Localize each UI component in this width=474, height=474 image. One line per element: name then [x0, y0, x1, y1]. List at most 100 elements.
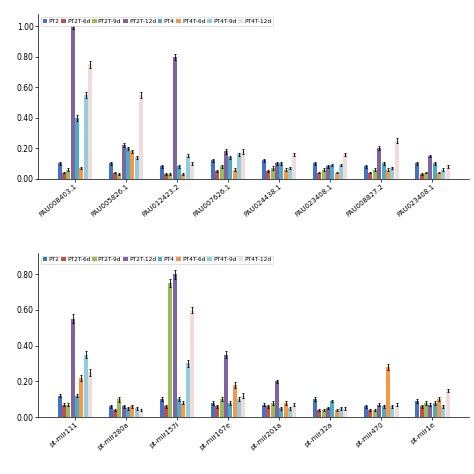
Bar — [424, 403, 428, 417]
Bar — [113, 173, 117, 179]
Bar — [173, 274, 177, 417]
Bar — [126, 408, 130, 417]
Bar — [122, 145, 126, 179]
Bar — [279, 408, 283, 417]
Bar — [339, 165, 343, 179]
Legend: PT2, PT2T-6d, PT2T-9d, PT2T-12d, PT4, PT4T-6d, PT4T-9d, PT4T-12d: PT2, PT2T-6d, PT2T-9d, PT2T-12d, PT4, PT… — [41, 255, 273, 264]
Bar — [215, 406, 219, 417]
Bar — [266, 406, 270, 417]
Bar — [160, 399, 164, 417]
Bar — [283, 170, 288, 179]
Bar — [292, 405, 296, 417]
Bar — [190, 164, 194, 179]
Bar — [326, 166, 330, 179]
Bar — [57, 396, 62, 417]
Bar — [88, 373, 92, 417]
Bar — [275, 164, 279, 179]
Bar — [441, 170, 445, 179]
Bar — [215, 171, 219, 179]
Bar — [233, 385, 237, 417]
Bar — [377, 148, 381, 179]
Bar — [433, 164, 437, 179]
Bar — [364, 166, 368, 179]
Bar — [113, 410, 117, 417]
Bar — [419, 174, 424, 179]
Bar — [292, 155, 296, 179]
Bar — [83, 95, 88, 179]
Bar — [88, 64, 92, 179]
Bar — [364, 406, 368, 417]
Bar — [118, 174, 121, 179]
Bar — [433, 403, 437, 417]
Bar — [415, 164, 419, 179]
Bar — [186, 156, 190, 179]
Bar — [318, 173, 321, 179]
Bar — [177, 166, 181, 179]
Bar — [118, 399, 121, 417]
Bar — [382, 406, 385, 417]
Bar — [130, 406, 134, 417]
Bar — [415, 401, 419, 417]
Bar — [344, 408, 347, 417]
Bar — [344, 155, 347, 179]
Bar — [62, 173, 66, 179]
Bar — [219, 399, 224, 417]
Bar — [241, 396, 245, 417]
Bar — [237, 399, 241, 417]
Bar — [428, 156, 432, 179]
Bar — [288, 168, 292, 179]
Bar — [279, 164, 283, 179]
Bar — [394, 141, 399, 179]
Bar — [219, 166, 224, 179]
Bar — [122, 406, 126, 417]
Bar — [368, 173, 373, 179]
Bar — [390, 406, 394, 417]
Bar — [390, 168, 394, 179]
Bar — [224, 151, 228, 179]
Bar — [211, 403, 215, 417]
Bar — [66, 405, 70, 417]
Bar — [57, 164, 62, 179]
Bar — [275, 382, 279, 417]
Bar — [126, 148, 130, 179]
Bar — [271, 168, 274, 179]
Bar — [211, 160, 215, 179]
Bar — [160, 166, 164, 179]
Bar — [182, 174, 185, 179]
Bar — [186, 364, 190, 417]
Bar — [266, 171, 270, 179]
Bar — [75, 396, 79, 417]
Bar — [368, 410, 373, 417]
Bar — [71, 27, 74, 179]
Bar — [283, 403, 288, 417]
Bar — [262, 160, 266, 179]
Bar — [446, 390, 450, 417]
Bar — [326, 408, 330, 417]
Bar — [66, 170, 70, 179]
Bar — [130, 151, 134, 179]
Bar — [437, 173, 441, 179]
Bar — [386, 170, 390, 179]
Bar — [109, 406, 113, 417]
Bar — [335, 173, 339, 179]
Bar — [164, 406, 168, 417]
Bar — [322, 410, 326, 417]
Bar — [228, 403, 232, 417]
Bar — [139, 95, 143, 179]
Bar — [335, 410, 339, 417]
Bar — [318, 410, 321, 417]
Bar — [228, 157, 232, 179]
Bar — [313, 164, 317, 179]
Bar — [428, 405, 432, 417]
Bar — [446, 166, 450, 179]
Bar — [224, 355, 228, 417]
Bar — [419, 406, 424, 417]
Bar — [373, 410, 377, 417]
Bar — [79, 168, 83, 179]
Bar — [177, 399, 181, 417]
Bar — [382, 164, 385, 179]
Bar — [262, 405, 266, 417]
Bar — [182, 403, 185, 417]
Bar — [173, 57, 177, 179]
Bar — [386, 367, 390, 417]
